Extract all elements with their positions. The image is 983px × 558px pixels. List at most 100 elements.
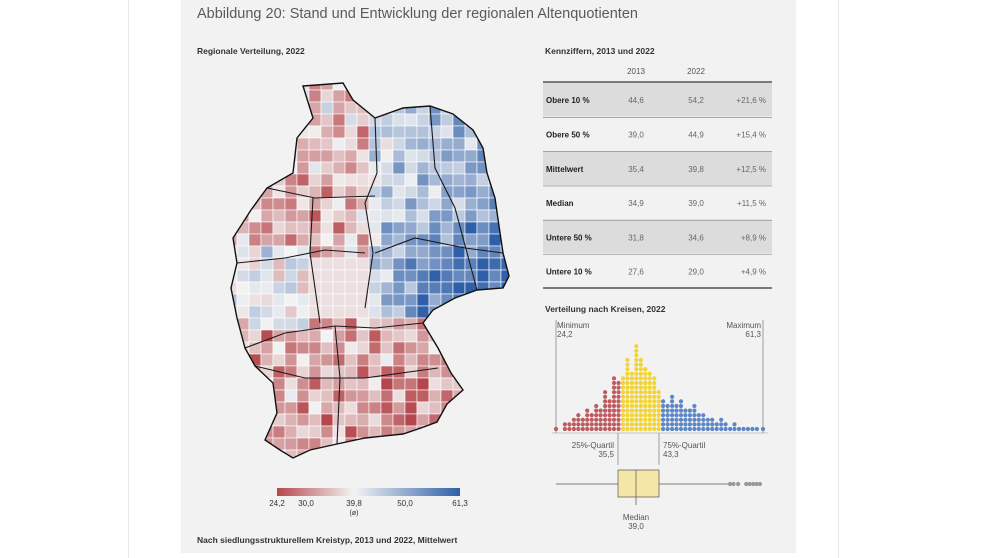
distribution-dot <box>760 426 766 432</box>
map-region <box>356 89 370 103</box>
distribution-dot <box>683 426 688 432</box>
table-cell-2013: 27,6 <box>628 268 644 277</box>
map-region <box>428 293 442 307</box>
map-region <box>452 329 466 343</box>
map-region <box>488 389 502 403</box>
distribution-dot <box>652 426 657 432</box>
map-region <box>476 437 490 451</box>
distribution-dot <box>678 426 684 432</box>
distribution-dot <box>665 426 670 432</box>
distribution-dot <box>750 426 755 432</box>
map-region <box>308 413 322 427</box>
distribution-dot <box>589 426 594 432</box>
map-region <box>231 449 238 458</box>
map-region <box>380 137 394 151</box>
state-border <box>266 187 376 199</box>
distribution-dot <box>656 417 661 422</box>
map-region <box>368 173 382 187</box>
map-region <box>236 185 250 199</box>
distribution-dot <box>710 422 715 427</box>
map-region <box>356 425 370 439</box>
map-region <box>513 366 515 378</box>
map-region <box>320 281 334 295</box>
map-region <box>416 245 430 259</box>
distribution-dot <box>625 357 630 363</box>
distribution-dot <box>647 394 652 399</box>
map-region <box>236 257 250 271</box>
map-region <box>380 293 394 307</box>
distribution-dot <box>634 348 639 353</box>
map-region <box>296 245 310 259</box>
table-row-label: Untere 10 % <box>546 268 592 277</box>
distribution-dot <box>665 403 670 409</box>
map-region <box>344 305 358 319</box>
distribution-dot <box>580 426 585 432</box>
distribution-dot <box>616 399 621 404</box>
state-border <box>309 197 321 324</box>
distribution-dot <box>696 426 701 432</box>
state-border <box>374 237 504 254</box>
map-region <box>404 341 418 355</box>
distribution-dot <box>625 399 630 404</box>
map-region <box>320 425 334 439</box>
map-region <box>332 89 346 103</box>
map-region <box>392 209 406 223</box>
distribution-dot <box>562 426 567 432</box>
map-region <box>392 329 406 343</box>
distribution-dot <box>692 426 697 432</box>
distribution-dot <box>705 417 710 422</box>
map-region <box>392 353 406 367</box>
map-region <box>380 161 394 175</box>
map-region <box>260 221 274 235</box>
map-region <box>236 401 250 415</box>
map-region <box>284 401 298 415</box>
distribution-dot <box>611 394 617 399</box>
map-region <box>428 83 442 91</box>
map-region <box>284 341 298 355</box>
map-region <box>440 149 454 163</box>
distribution-dot <box>670 399 675 404</box>
map-region <box>356 221 370 235</box>
map-region <box>428 137 442 151</box>
map-region <box>284 353 298 367</box>
distribution-dot <box>625 367 630 372</box>
distribution-dot <box>647 371 652 376</box>
distribution-dot <box>656 399 661 404</box>
map-region <box>308 83 322 91</box>
map-region <box>380 353 394 367</box>
distribution-dot <box>687 426 692 432</box>
map-region <box>272 437 286 451</box>
map-region <box>513 138 515 150</box>
legend-tick-50: 50,0 <box>397 499 413 508</box>
distribution-dot <box>652 390 657 395</box>
table-row-shade <box>543 83 772 117</box>
map-region <box>272 185 286 199</box>
map-region <box>320 293 334 307</box>
map-region <box>236 89 250 103</box>
distribution-dot <box>603 422 608 427</box>
distribution-dot <box>661 426 666 432</box>
map-region <box>380 221 394 235</box>
distribution-dot <box>629 399 634 404</box>
map-region <box>488 257 502 271</box>
box-plot-box <box>617 469 660 498</box>
map-region <box>236 293 250 307</box>
map-region <box>368 401 382 415</box>
map-region <box>488 149 502 163</box>
map-region <box>476 341 490 355</box>
map-region <box>440 125 454 139</box>
distribution-dot <box>638 362 643 367</box>
map-region <box>416 389 430 403</box>
map-region <box>296 233 310 247</box>
table-row-label: Untere 50 % <box>546 233 592 242</box>
distribution-dot <box>585 413 590 418</box>
map-region <box>464 101 478 115</box>
map-region <box>440 305 454 319</box>
distribution-dot <box>589 422 594 427</box>
state-border <box>236 249 366 264</box>
distribution-dot <box>652 385 657 390</box>
map-region <box>320 89 334 103</box>
map-region <box>464 365 478 379</box>
map-region <box>488 353 502 367</box>
map-region <box>231 401 238 415</box>
